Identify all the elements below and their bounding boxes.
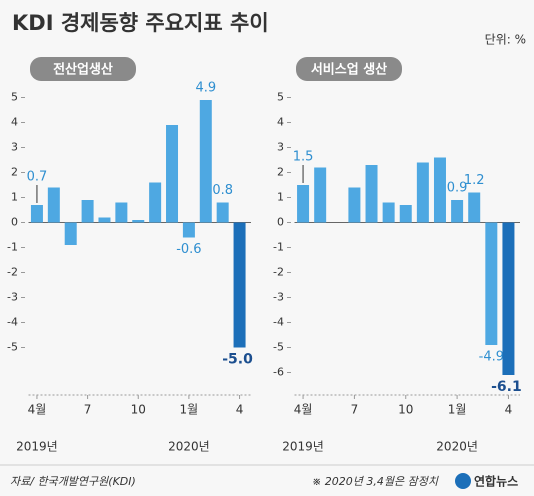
y-tick-label: 5	[277, 91, 284, 104]
y-tick-label: 4	[11, 116, 18, 129]
y-tick-label: 1	[11, 191, 18, 204]
year-label: 2019년	[282, 440, 324, 454]
y-tick-label: 4	[277, 116, 284, 129]
bar	[47, 187, 60, 223]
y-tick-label: 5	[11, 91, 18, 104]
year-label: 2020년	[436, 440, 478, 454]
value-label: -5.0	[222, 352, 253, 368]
bar	[115, 202, 128, 223]
panel-header	[296, 57, 402, 81]
logo: 연합뉴스	[474, 474, 518, 489]
x-tick-label: 10	[131, 403, 146, 417]
bar	[485, 222, 498, 345]
y-tick-label: 2	[11, 166, 18, 179]
year-label: 2019년	[16, 440, 58, 454]
bar	[297, 185, 310, 223]
y-tick-label: 1	[277, 191, 284, 204]
bar	[149, 182, 162, 223]
value-label: 0.9	[447, 181, 468, 196]
value-label: -4.9	[479, 350, 504, 365]
x-tick-label: 1월	[180, 403, 199, 417]
value-label: -0.6	[176, 242, 201, 257]
y-tick-label: -4	[7, 316, 18, 329]
bar	[416, 162, 429, 223]
note: ※ 2020년 3,4월은 잠정치	[312, 475, 439, 488]
y-tick-label: 3	[277, 141, 284, 154]
bar	[30, 205, 43, 223]
bar	[348, 187, 361, 223]
bar	[502, 222, 515, 375]
bar	[216, 202, 229, 223]
value-label: -6.1	[491, 379, 522, 395]
unit: 단위: %	[485, 33, 526, 47]
source: 자료/ 한국개발연구원(KDI)	[10, 475, 136, 488]
x-tick-label: 4월	[28, 403, 47, 417]
x-tick-label: 1월	[448, 403, 467, 417]
bar	[433, 157, 446, 223]
y-tick-label: 3	[11, 141, 18, 154]
x-tick-label: 4	[236, 403, 244, 417]
y-tick-label: -3	[273, 291, 284, 304]
y-tick-label: -6	[273, 366, 284, 379]
bar	[98, 217, 111, 223]
y-tick-label: -2	[273, 266, 284, 279]
chart-title: KDI 경제동향 주요지표 추이	[12, 11, 269, 35]
value-label: 4.9	[195, 81, 216, 96]
value-label: 1.2	[464, 173, 485, 188]
bar	[199, 100, 212, 223]
bar	[399, 205, 412, 223]
y-tick-label: 0	[11, 216, 18, 229]
x-tick-label: 7	[351, 403, 359, 417]
y-tick-label: -3	[7, 291, 18, 304]
y-tick-label: -5	[273, 341, 284, 354]
x-tick-label: 4	[505, 403, 513, 417]
bar	[81, 200, 94, 223]
bar	[64, 222, 77, 245]
value-label: 0.8	[212, 183, 233, 198]
bar	[365, 165, 378, 223]
y-tick-label: 2	[277, 166, 284, 179]
y-tick-label: -4	[273, 316, 284, 329]
value-label: 0.7	[27, 170, 48, 185]
bar	[166, 125, 179, 223]
value-label: 1.5	[293, 150, 314, 165]
bar	[468, 192, 481, 223]
x-tick-label: 4월	[294, 403, 313, 417]
bar	[451, 200, 464, 223]
bar	[132, 220, 145, 223]
bar	[382, 202, 395, 223]
bar	[314, 167, 327, 223]
panel-title: 서비스업 생산	[311, 62, 387, 78]
y-tick-label: -1	[7, 241, 18, 254]
x-tick-label: 10	[398, 403, 413, 417]
panel-header	[30, 57, 136, 81]
y-tick-label: -5	[7, 341, 18, 354]
y-tick-label: -2	[7, 266, 18, 279]
bar	[233, 222, 246, 348]
bar	[182, 222, 195, 238]
panel-title: 전산업생산	[53, 62, 113, 78]
y-tick-label: 0	[277, 216, 284, 229]
x-tick-label: 7	[84, 403, 92, 417]
logo-icon	[455, 473, 471, 489]
year-label: 2020년	[168, 440, 210, 454]
y-tick-label: -1	[273, 241, 284, 254]
